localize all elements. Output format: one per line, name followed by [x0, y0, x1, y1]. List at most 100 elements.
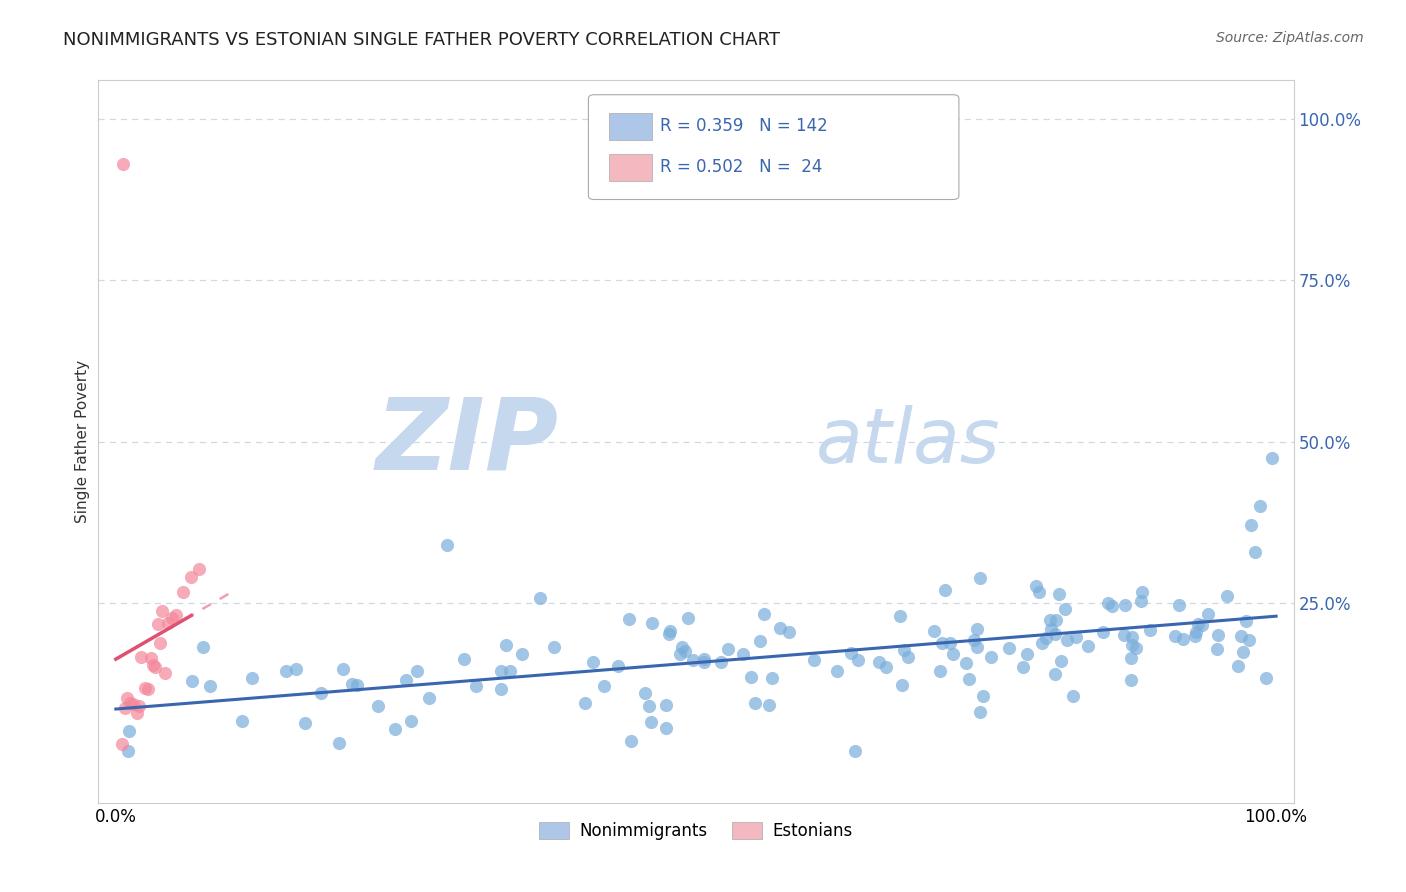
- Point: [160, 611, 183, 625]
- Point: [931, 636, 953, 650]
- Point: [111, 157, 134, 171]
- Point: [668, 647, 690, 661]
- Point: [1125, 640, 1147, 655]
- Point: [748, 634, 770, 648]
- Point: [309, 686, 332, 700]
- Point: [889, 609, 911, 624]
- Point: [779, 625, 801, 640]
- Point: [489, 664, 512, 678]
- Point: [1114, 628, 1136, 642]
- Point: [897, 649, 920, 664]
- Point: [1130, 584, 1153, 599]
- Point: [846, 653, 869, 667]
- Point: [934, 582, 956, 597]
- Point: [1185, 625, 1208, 640]
- Point: [114, 701, 136, 715]
- Point: [395, 673, 418, 688]
- FancyBboxPatch shape: [589, 95, 959, 200]
- Point: [150, 604, 173, 618]
- Point: [1035, 631, 1057, 645]
- Point: [980, 649, 1002, 664]
- Point: [1227, 659, 1250, 673]
- Point: [658, 627, 681, 641]
- Point: [693, 655, 716, 669]
- Point: [938, 636, 960, 650]
- Point: [890, 678, 912, 692]
- Point: [146, 616, 169, 631]
- Text: ZIP: ZIP: [375, 393, 558, 490]
- Point: [928, 665, 950, 679]
- Point: [499, 665, 522, 679]
- Point: [117, 691, 139, 706]
- Point: [529, 591, 551, 606]
- Point: [1249, 499, 1271, 513]
- Point: [693, 652, 716, 666]
- Point: [592, 679, 614, 693]
- Point: [1167, 598, 1189, 612]
- Point: [118, 724, 141, 739]
- Text: R = 0.359   N = 142: R = 0.359 N = 142: [661, 117, 828, 135]
- Text: Source: ZipAtlas.com: Source: ZipAtlas.com: [1216, 31, 1364, 45]
- Point: [384, 722, 406, 736]
- Text: R = 0.502   N =  24: R = 0.502 N = 24: [661, 158, 823, 176]
- Point: [131, 649, 153, 664]
- Point: [640, 714, 662, 729]
- Point: [893, 643, 915, 657]
- Point: [1025, 579, 1047, 593]
- Point: [1121, 631, 1143, 645]
- Point: [122, 698, 145, 712]
- Point: [607, 658, 630, 673]
- Point: [659, 624, 682, 638]
- Point: [111, 737, 134, 751]
- Point: [198, 679, 221, 693]
- Point: [1028, 585, 1050, 599]
- Point: [1056, 633, 1078, 648]
- Point: [1012, 660, 1035, 674]
- Point: [1234, 614, 1257, 628]
- Point: [754, 607, 776, 622]
- Point: [1062, 689, 1084, 703]
- Point: [1197, 607, 1219, 621]
- Point: [1254, 671, 1277, 685]
- Point: [654, 721, 676, 735]
- Point: [839, 646, 862, 660]
- Legend: Nonimmigrants, Estonians: Nonimmigrants, Estonians: [533, 815, 859, 847]
- Point: [231, 714, 253, 729]
- Point: [1077, 639, 1099, 653]
- Point: [1121, 673, 1143, 687]
- Point: [1205, 641, 1227, 656]
- Point: [1191, 617, 1213, 632]
- Point: [1237, 632, 1260, 647]
- Point: [418, 691, 440, 706]
- Point: [172, 584, 194, 599]
- Point: [731, 647, 754, 661]
- Point: [328, 736, 350, 750]
- Point: [969, 571, 991, 585]
- Point: [844, 744, 866, 758]
- Point: [744, 696, 766, 710]
- Point: [1045, 613, 1067, 627]
- Bar: [609, 154, 652, 181]
- Point: [1216, 589, 1239, 603]
- Point: [346, 678, 368, 692]
- Point: [149, 636, 172, 650]
- Point: [465, 679, 488, 693]
- Point: [1121, 638, 1143, 652]
- Point: [367, 698, 389, 713]
- Point: [1184, 628, 1206, 642]
- Point: [671, 640, 693, 655]
- Point: [740, 670, 762, 684]
- Text: NONIMMIGRANTS VS ESTONIAN SINGLE FATHER POVERTY CORRELATION CHART: NONIMMIGRANTS VS ESTONIAN SINGLE FATHER …: [63, 31, 780, 49]
- Point: [1092, 625, 1115, 640]
- Point: [998, 640, 1021, 655]
- Point: [769, 621, 792, 635]
- Point: [942, 647, 965, 661]
- Point: [1039, 622, 1062, 636]
- Point: [972, 690, 994, 704]
- Point: [157, 616, 180, 631]
- Point: [1064, 630, 1087, 644]
- Point: [340, 677, 363, 691]
- Point: [868, 655, 890, 669]
- Point: [638, 699, 661, 714]
- Point: [139, 650, 162, 665]
